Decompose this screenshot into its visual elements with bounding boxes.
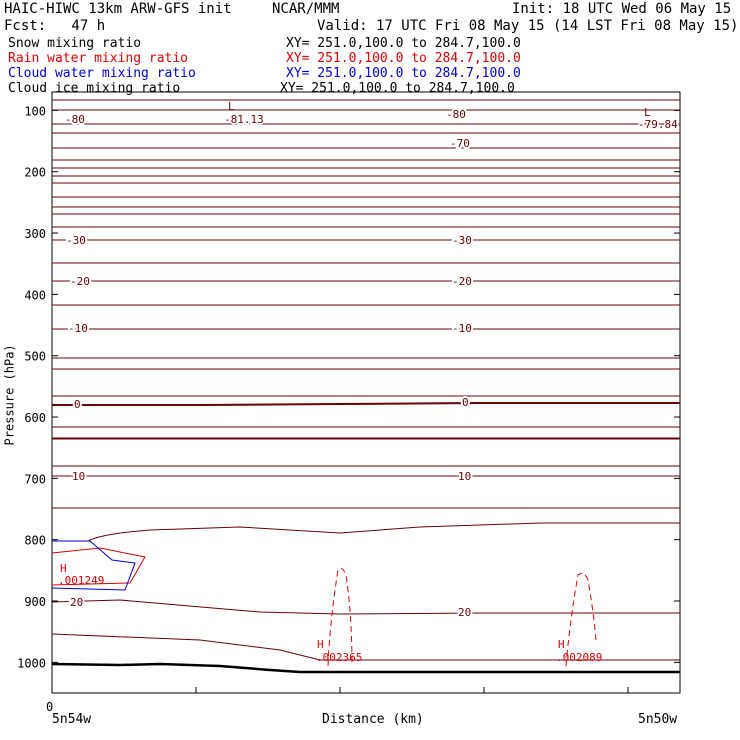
isotherm-label: -10 [68,322,88,335]
isotherm-label: -70 [450,137,470,150]
plot-frame [51,91,681,694]
y-axis-title: Pressure (hPa) [2,344,17,446]
isotherm-label: 10 [458,470,471,483]
forecast-hour: Fcst: 47 h [4,18,106,34]
high-marker: H [60,562,67,575]
y-tick-label: 200 [24,166,46,180]
low-marker: L [644,106,651,119]
y-tick-label: 700 [24,472,46,486]
isotherm-line [51,633,680,661]
y-tick-label: 800 [24,534,46,548]
field-label-cloud-water: Cloud water mixing ratio [8,66,196,81]
y-tick-label: 100 [24,104,46,118]
isotherm-label: 20 [458,606,471,619]
high-value: .002365 [316,651,362,664]
field-xy-rain: XY= 251.0,100.0 to 284.7,100.0 [286,51,521,66]
field-xy-cloud-water: XY= 251.0,100.0 to 284.7,100.0 [286,66,521,81]
isotherm-label: 0 [74,398,81,411]
y-tick-label: 600 [24,411,46,425]
high-marker: H [558,638,565,651]
x-axis-title: Distance (km) [322,712,424,727]
field-label-rain: Rain water mixing ratio [8,51,189,66]
init-time: Init: 18 UTC Wed 06 May 15 [512,1,732,17]
y-tick-label: 1000 [17,656,46,670]
low-marker: L [228,100,235,113]
x-tick-label-0: 0 [46,700,54,714]
high-value: .001249 [58,574,104,587]
rain-contour [327,567,353,667]
low-value: -81.13 [224,113,264,126]
isotherm-label: 20 [70,596,83,609]
field-xy-snow: XY= 251.0,100.0 to 284.7,100.0 [286,36,521,51]
isotherm-zero [52,402,680,406]
cloud-water-contour [51,540,136,591]
low-value: -79.84 [638,118,678,131]
high-marker: H [317,638,324,651]
isotherm-label: -20 [70,275,90,288]
isotherm-line [51,599,680,615]
valid-time: Valid: 17 UTC Fri 08 May 15 (14 LST Fri … [317,18,739,34]
isotherm-label: -30 [66,234,86,247]
model-title: HAIC-HIWC 13km ARW-GFS init [4,1,232,17]
isotherm-label: 10 [72,470,85,483]
x-end-label: 5n50w [638,712,678,727]
rain-contour [51,547,146,586]
isotherm-label: -20 [452,275,472,288]
y-tick-label: 500 [24,350,46,364]
organization: NCAR/MMM [272,1,340,17]
isotherm-label: -80 [65,113,85,126]
x-start-label: 5n54w [52,712,92,727]
y-tick-label: 400 [24,288,46,302]
y-tick-label: 900 [24,595,46,609]
surface-line [51,662,680,674]
isotherm-label: 0 [462,396,469,409]
y-tick-label: 300 [24,227,46,241]
isotherm-label: -80 [446,108,466,121]
isotherm-label: -30 [452,234,472,247]
isotherm-line [87,522,680,542]
field-label-snow: Snow mixing ratio [8,36,142,51]
high-value: .002089 [556,651,602,664]
isotherm-label: -10 [452,322,472,335]
rain-contour [565,572,597,667]
